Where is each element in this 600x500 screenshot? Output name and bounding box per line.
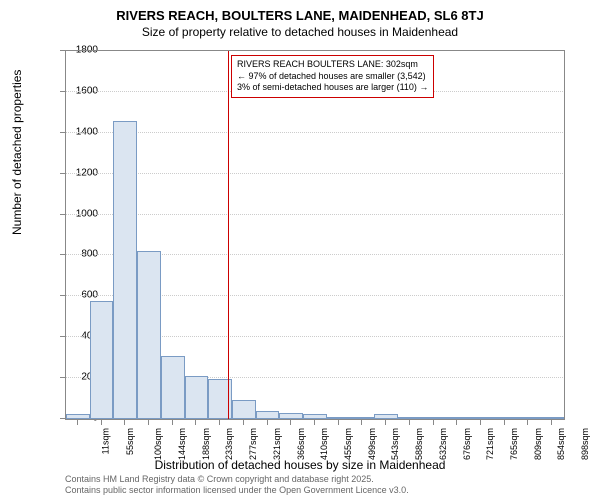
histogram-bar [374,414,398,419]
annotation-line3: 3% of semi-detached houses are larger (1… [237,82,428,94]
histogram-bar [256,411,280,419]
histogram-bar [540,417,564,419]
x-tick-mark [338,420,339,425]
x-tick-label: 765sqm [509,428,519,460]
x-tick-label: 898sqm [580,428,590,460]
x-tick-mark [172,420,173,425]
annotation-line2: ← 97% of detached houses are smaller (3,… [237,71,428,83]
x-tick-mark [385,420,386,425]
histogram-bar [351,417,375,419]
x-tick-mark [101,420,102,425]
x-tick-label: 499sqm [367,428,377,460]
x-tick-mark [409,420,410,425]
histogram-bar [279,413,303,419]
reference-line [228,51,229,419]
x-tick-mark [361,420,362,425]
annotation-box: RIVERS REACH BOULTERS LANE: 302sqm ← 97%… [231,55,434,98]
x-tick-label: 100sqm [153,428,163,460]
histogram-bar [232,400,256,419]
histogram-bar [66,414,90,419]
x-tick-label: 809sqm [533,428,543,460]
x-tick-mark [290,420,291,425]
histogram-bar [422,417,446,419]
histogram-bar [493,417,517,419]
x-tick-label: 321sqm [272,428,282,460]
x-tick-mark [456,420,457,425]
x-tick-label: 721sqm [485,428,495,460]
x-tick-label: 233sqm [224,428,234,460]
x-tick-mark [148,420,149,425]
histogram-bar [469,417,493,419]
x-tick-mark [433,420,434,425]
footer-attribution: Contains HM Land Registry data © Crown c… [65,474,409,496]
y-axis-label: Number of detached properties [10,70,24,235]
x-tick-mark [77,420,78,425]
histogram-bar [445,417,469,419]
annotation-line1: RIVERS REACH BOULTERS LANE: 302sqm [237,59,428,71]
chart-container: RIVERS REACH, BOULTERS LANE, MAIDENHEAD,… [0,0,600,500]
x-tick-label: 455sqm [343,428,353,460]
footer-line1: Contains HM Land Registry data © Crown c… [65,474,409,485]
x-tick-mark [267,420,268,425]
x-tick-mark [551,420,552,425]
plot-area: RIVERS REACH BOULTERS LANE: 302sqm ← 97%… [65,50,565,420]
x-tick-mark [504,420,505,425]
x-tick-mark [314,420,315,425]
x-tick-label: 366sqm [296,428,306,460]
x-tick-label: 854sqm [556,428,566,460]
x-axis-label: Distribution of detached houses by size … [0,458,600,472]
footer-line2: Contains public sector information licen… [65,485,409,496]
x-tick-mark [195,420,196,425]
x-tick-label: 144sqm [177,428,187,460]
histogram-bar [185,376,209,419]
chart-title-sub: Size of property relative to detached ho… [0,23,600,39]
histogram-bar [137,251,161,419]
histogram-bar [327,417,351,419]
x-tick-label: 543sqm [390,428,400,460]
histogram-bar [113,121,137,419]
x-tick-mark [243,420,244,425]
histogram-bar [90,301,114,419]
x-tick-label: 188sqm [201,428,211,460]
chart-title-main: RIVERS REACH, BOULTERS LANE, MAIDENHEAD,… [0,0,600,23]
x-tick-label: 11sqm [100,428,110,454]
x-tick-label: 632sqm [438,428,448,460]
histogram-bar [517,417,541,419]
x-tick-mark [480,420,481,425]
x-tick-mark [219,420,220,425]
x-tick-label: 588sqm [414,428,424,460]
histogram-bar [398,417,422,419]
histogram-bar [303,414,327,419]
histogram-bar [161,356,185,419]
x-tick-label: 277sqm [248,428,258,460]
x-tick-mark [527,420,528,425]
x-tick-label: 676sqm [462,428,472,460]
x-tick-label: 55sqm [125,428,135,455]
x-tick-label: 410sqm [319,428,329,460]
x-tick-mark [124,420,125,425]
